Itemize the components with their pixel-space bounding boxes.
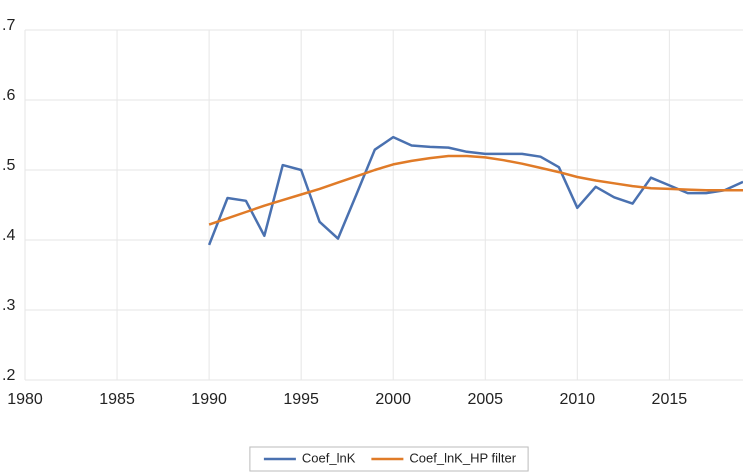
x-tick-label: 2015 [652,391,688,408]
series-line [208,154,743,226]
legend-label: Coef_lnK [302,450,356,465]
y-tick-label: .3 [2,297,15,314]
x-tick-label: 2005 [467,391,503,408]
x-tick-label: 1985 [99,391,135,408]
x-tick-label: 2010 [560,391,596,408]
y-tick-label: .6 [2,87,15,104]
series-line [207,135,743,246]
x-tick-label: 1990 [191,391,227,408]
y-tick-label: .4 [2,227,15,244]
y-tick-label: .7 [2,17,15,34]
x-tick-label: 1995 [283,391,319,408]
legend-label: Coef_lnK_HP filter [409,450,516,465]
legend: Coef_lnK Coef_lnK_HP filter [249,446,529,472]
x-tick-label: 2000 [375,391,411,408]
y-tick-label: .5 [2,157,15,174]
x-tick-label: 1980 [7,391,43,408]
y-tick-label: .2 [2,367,15,384]
